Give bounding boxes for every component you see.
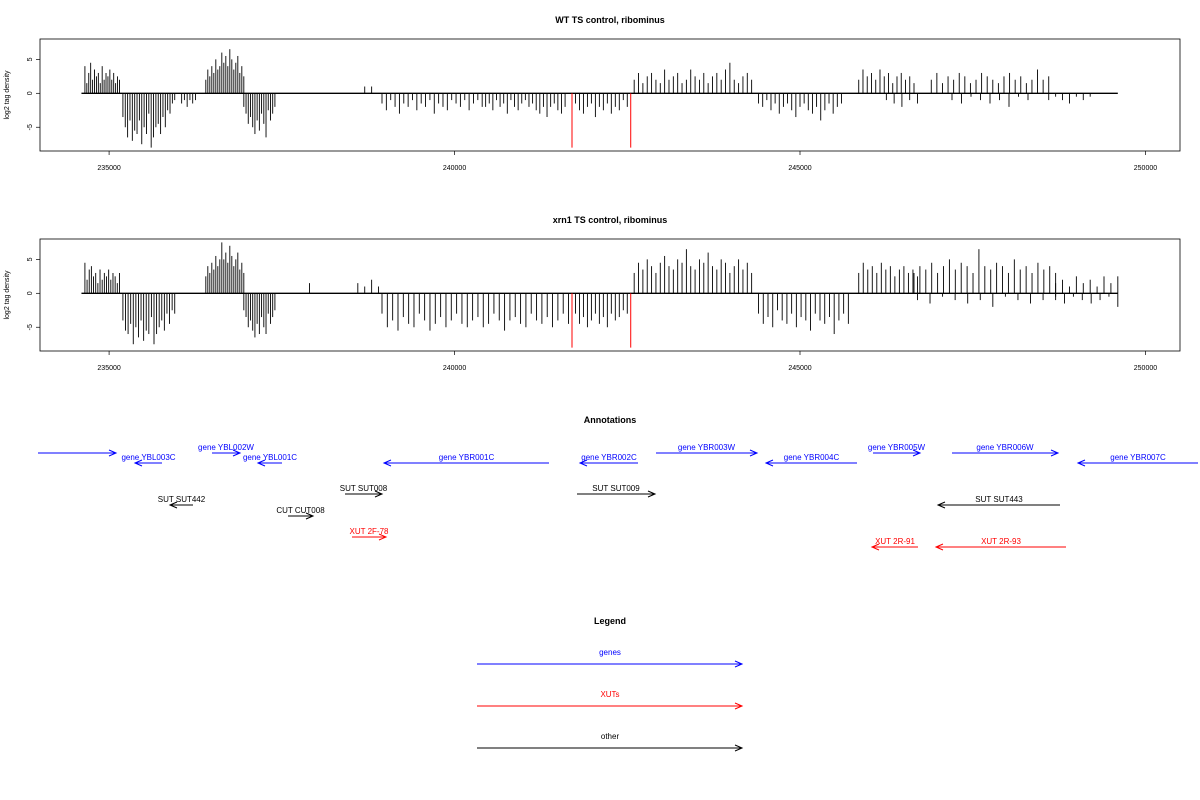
gene-annotation-arrow <box>1076 459 1198 467</box>
y-tick-label: -5 <box>27 124 34 130</box>
arrow-head <box>232 449 242 457</box>
gene-annotation-arrow <box>256 459 282 467</box>
legend-arrow-other <box>477 744 744 752</box>
arrow-head <box>382 459 392 467</box>
other-annotation-label: SUT SUT008 <box>340 484 388 493</box>
xrn1-track-title: xrn1 TS control, ribominus <box>553 215 668 225</box>
y-tick-label: 0 <box>27 91 34 95</box>
gene-annotation-arrow <box>212 449 242 457</box>
other-annotation-arrow <box>577 490 657 498</box>
arrow-head <box>168 501 178 509</box>
other-annotation-arrow <box>936 501 1060 509</box>
gene-annotation-label: gene YBR004C <box>784 453 840 462</box>
gene-annotation-arrow <box>133 459 162 467</box>
gene-annotation-arrow <box>764 459 857 467</box>
gene-annotation-arrow <box>873 449 922 457</box>
annotations-title: Annotations <box>584 415 637 425</box>
y-tick-label: 5 <box>27 57 34 61</box>
gene-annotation-arrow <box>38 449 118 457</box>
xut-annotation-label: XUT 2R-93 <box>981 537 1021 546</box>
arrow-head <box>578 459 588 467</box>
legend-arrow-gene <box>477 660 744 668</box>
legend-panel: Legend genes XUTs other <box>477 616 744 752</box>
arrow-head <box>1076 459 1086 467</box>
x-tick-label: 240000 <box>443 365 466 372</box>
xut-annotation-arrow <box>870 543 918 551</box>
x-tick-label: 250000 <box>1134 365 1157 372</box>
xut-annotation-label: XUT 2F-78 <box>350 527 390 536</box>
arrow-head <box>133 459 143 467</box>
other-annotation-label: CUT CUT008 <box>276 506 325 515</box>
arrow-head <box>108 449 118 457</box>
x-tick-label: 250000 <box>1134 165 1157 172</box>
arrow-head <box>374 490 384 498</box>
arrow-head <box>734 702 744 710</box>
other-annotation-label: SUT SUT442 <box>158 495 206 504</box>
arrow-head <box>936 501 946 509</box>
arrow-head <box>256 459 266 467</box>
wt-track-ylabel: log2 tag density <box>4 70 11 120</box>
gene-annotation-label: gene YBL003C <box>121 453 175 462</box>
gene-annotation-arrow <box>382 459 549 467</box>
xut-annotation-label: XUT 2R-91 <box>875 537 915 546</box>
arrow-head <box>647 490 657 498</box>
other-annotation-arrow <box>288 512 315 520</box>
legend-label-other: other <box>601 732 620 741</box>
x-tick-label: 235000 <box>97 365 120 372</box>
arrow-head <box>734 744 744 752</box>
wt-track-title: WT TS control, ribominus <box>555 15 665 25</box>
gene-annotation-label: gene YBR005W <box>868 443 926 452</box>
other-annotation-label: SUT SUT443 <box>975 495 1023 504</box>
gene-annotation-label: gene YBR001C <box>439 453 495 462</box>
annotations-panel: Annotations gene YBL002W gene YBL003C gene… <box>38 415 1198 551</box>
arrow-head <box>764 459 774 467</box>
y-tick-label: 5 <box>27 257 34 261</box>
legend-title: Legend <box>594 616 626 626</box>
other-annotation-arrow <box>345 490 384 498</box>
arrow-head <box>734 660 744 668</box>
y-tick-label: 0 <box>27 291 34 295</box>
other-annotation-label: SUT SUT009 <box>592 484 640 493</box>
x-tick-label: 235000 <box>97 165 120 172</box>
gene-annotation-arrow <box>656 449 759 457</box>
gene-annotation-label: gene YBL001C <box>243 453 297 462</box>
other-annotation-arrow <box>168 501 193 509</box>
xut-annotation-arrow <box>352 533 388 541</box>
arrow-head <box>749 449 759 457</box>
xrn1-track-panel: xrn1 TS control, ribominus log2 tag dens… <box>4 215 1181 372</box>
x-tick-label: 240000 <box>443 165 466 172</box>
gene-annotation-arrow <box>952 449 1060 457</box>
plot-frame <box>39 238 1181 352</box>
arrow-head <box>934 543 944 551</box>
gene-annotation-label: gene YBR007C <box>1110 453 1166 462</box>
x-tick-label: 245000 <box>788 165 811 172</box>
wt-track-panel: WT TS control, ribominus log2 tag densit… <box>4 15 1181 172</box>
x-tick-label: 245000 <box>788 365 811 372</box>
arrow-head <box>378 533 388 541</box>
legend-label-gene: genes <box>599 648 621 657</box>
gene-annotation-label: gene YBR002C <box>581 453 637 462</box>
legend-label-xut: XUTs <box>600 690 619 699</box>
arrow-head <box>305 512 315 520</box>
arrow-head <box>1050 449 1060 457</box>
legend-arrow-xut <box>477 702 744 710</box>
gene-annotation-label: gene YBL002W <box>198 443 254 452</box>
arrow-head <box>870 543 880 551</box>
gene-annotation-label: gene YBR006W <box>976 443 1034 452</box>
plot-frame <box>39 38 1181 152</box>
xut-annotation-arrow <box>934 543 1066 551</box>
arrow-head <box>912 449 922 457</box>
gene-annotation-arrow <box>578 459 638 467</box>
xrn1-track-ylabel: log2 tag density <box>4 270 11 320</box>
gene-annotation-label: gene YBR003W <box>678 443 736 452</box>
y-tick-label: -5 <box>27 324 34 330</box>
